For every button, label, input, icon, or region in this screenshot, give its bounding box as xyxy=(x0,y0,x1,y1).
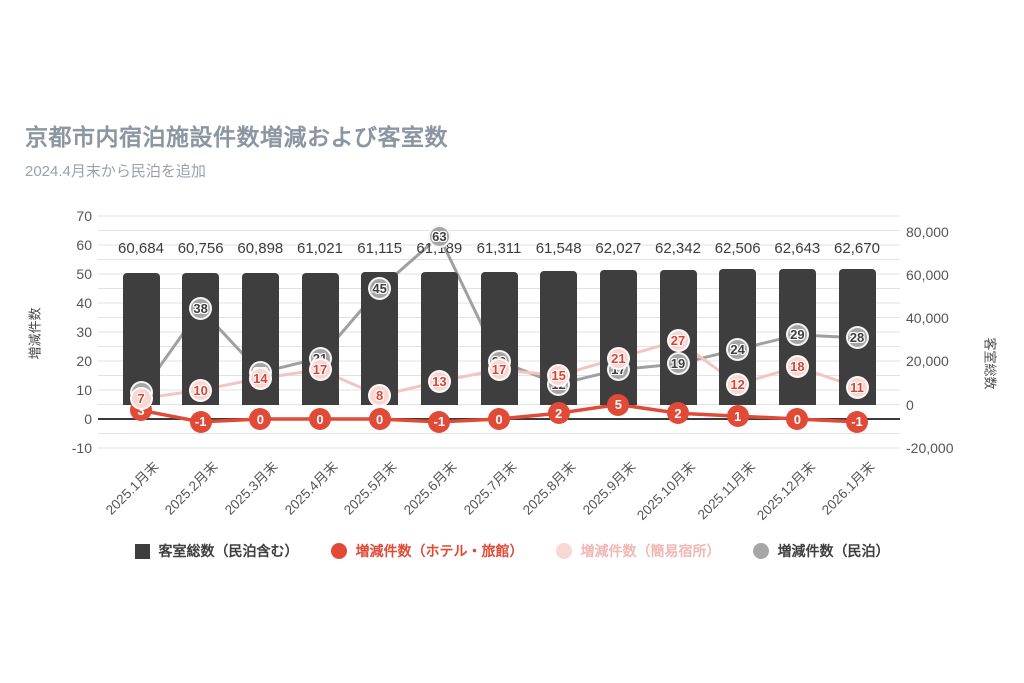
right-axis-tick: -20,000 xyxy=(906,440,954,456)
bar xyxy=(599,270,637,405)
left-axis-tick: 10 xyxy=(76,382,92,398)
marker-simple-lodging: 12 xyxy=(726,372,750,396)
marker-hotel-ryokan: 2 xyxy=(667,402,689,425)
marker-hotel-ryokan: 5 xyxy=(607,393,630,416)
marker-simple-lodging: 7 xyxy=(129,387,153,411)
right-axis-tick: 20,000 xyxy=(906,353,949,370)
left-axis-tick: 20 xyxy=(76,353,92,369)
chart-legend: 客室総数（民泊含む） 増減件数（ホテル・旅館） 増減件数（簡易宿所） 増減件数（民泊） xyxy=(0,538,1024,564)
legend-marker-rooms-total xyxy=(134,543,150,559)
bar-value-label: 60,684 xyxy=(118,240,164,257)
right-axis-tick: 0 xyxy=(906,396,914,413)
left-axis-tick: 50 xyxy=(76,266,92,282)
left-axis-tick: 30 xyxy=(76,324,92,340)
bar-value-label: 60,898 xyxy=(237,240,284,257)
marker-simple-lodging: 17 xyxy=(487,358,511,382)
bar-value-label: 61,548 xyxy=(535,240,582,257)
left-axis-tick: 40 xyxy=(76,295,92,311)
legend-marker-simple-lodging xyxy=(555,543,572,559)
left-axis-tick: 0 xyxy=(84,411,92,427)
marker-hotel-ryokan: -1 xyxy=(189,410,212,433)
legend-item-minpaku: 増減件数（民泊） xyxy=(752,541,890,561)
marker-hotel-ryokan: 0 xyxy=(488,408,510,430)
marker-hotel-ryokan: 1 xyxy=(726,405,749,428)
marker-minpaku: 45 xyxy=(368,277,392,300)
bar-value-label: 62,643 xyxy=(774,240,821,257)
marker-hotel-ryokan: 2 xyxy=(547,402,570,425)
marker-simple-lodging: 10 xyxy=(189,378,213,402)
chart-subtitle: 2024.4月末から民泊を追加 xyxy=(25,163,206,180)
marker-minpaku: 29 xyxy=(785,323,809,347)
marker-minpaku: 28 xyxy=(845,326,869,350)
marker-simple-lodging: 21 xyxy=(606,346,630,370)
marker-simple-lodging: 27 xyxy=(666,329,690,353)
bar-value-label: 62,670 xyxy=(834,240,880,257)
marker-simple-lodging: 13 xyxy=(427,369,451,393)
bar-value-label: 60,756 xyxy=(177,240,224,257)
bar-value-label: 61,311 xyxy=(476,240,522,257)
bar-value-label: 61,021 xyxy=(297,240,343,257)
bar-value-label: 61,115 xyxy=(357,240,403,257)
legend-label-rooms-total: 客室総数（民泊含む） xyxy=(158,543,299,559)
legend-item-hotel-ryokan: 増減件数（ホテル・旅館） xyxy=(330,541,524,561)
marker-simple-lodging: 17 xyxy=(308,358,332,382)
marker-hotel-ryokan: -1 xyxy=(428,410,451,433)
legend-label-simple-lodging: 増減件数（簡易宿所） xyxy=(580,543,721,559)
marker-minpaku: 24 xyxy=(726,337,750,361)
legend-marker-minpaku xyxy=(752,543,769,559)
bar-value-label: 62,342 xyxy=(655,240,701,257)
bar-value-label: 62,027 xyxy=(595,240,642,257)
left-axis-tick: 70 xyxy=(76,208,92,224)
marker-simple-lodging: 8 xyxy=(368,384,392,408)
legend-label-minpaku: 増減件数（民泊） xyxy=(777,543,890,559)
bar-value-label: 61,189 xyxy=(416,240,463,257)
marker-hotel-ryokan: -1 xyxy=(846,410,868,433)
bar xyxy=(301,272,339,405)
chart-title: 京都市内宿泊施設件数増減および客室数 xyxy=(25,124,448,150)
right-axis-tick: 40,000 xyxy=(906,310,949,327)
left-axis-tick: -10 xyxy=(71,440,92,456)
bar-value-label: 62,506 xyxy=(714,240,761,257)
marker-simple-lodging: 11 xyxy=(845,375,869,399)
marker-simple-lodging: 18 xyxy=(785,355,809,379)
legend-marker-hotel-ryokan xyxy=(330,543,347,559)
marker-hotel-ryokan: 0 xyxy=(309,408,331,430)
legend-item-rooms-total: 客室総数（民泊含む） xyxy=(134,541,299,561)
marker-hotel-ryokan: 0 xyxy=(786,408,809,430)
left-axis-tick: 60 xyxy=(76,237,92,253)
right-axis-tick: 60,000 xyxy=(906,266,949,283)
legend-label-hotel-ryokan: 増減件数（ホテル・旅館） xyxy=(355,543,524,559)
marker-minpaku: 63 xyxy=(427,224,451,248)
marker-minpaku: 38 xyxy=(189,297,213,321)
marker-minpaku: 19 xyxy=(666,352,690,376)
marker-simple-lodging: 14 xyxy=(248,366,272,390)
marker-simple-lodging: 15 xyxy=(547,364,571,387)
right-axis-tick: 80,000 xyxy=(906,223,949,240)
marker-hotel-ryokan: 0 xyxy=(368,408,391,430)
legend-item-simple-lodging: 増減件数（簡易宿所） xyxy=(555,541,721,561)
marker-hotel-ryokan: 0 xyxy=(249,408,272,430)
bar xyxy=(480,271,518,405)
